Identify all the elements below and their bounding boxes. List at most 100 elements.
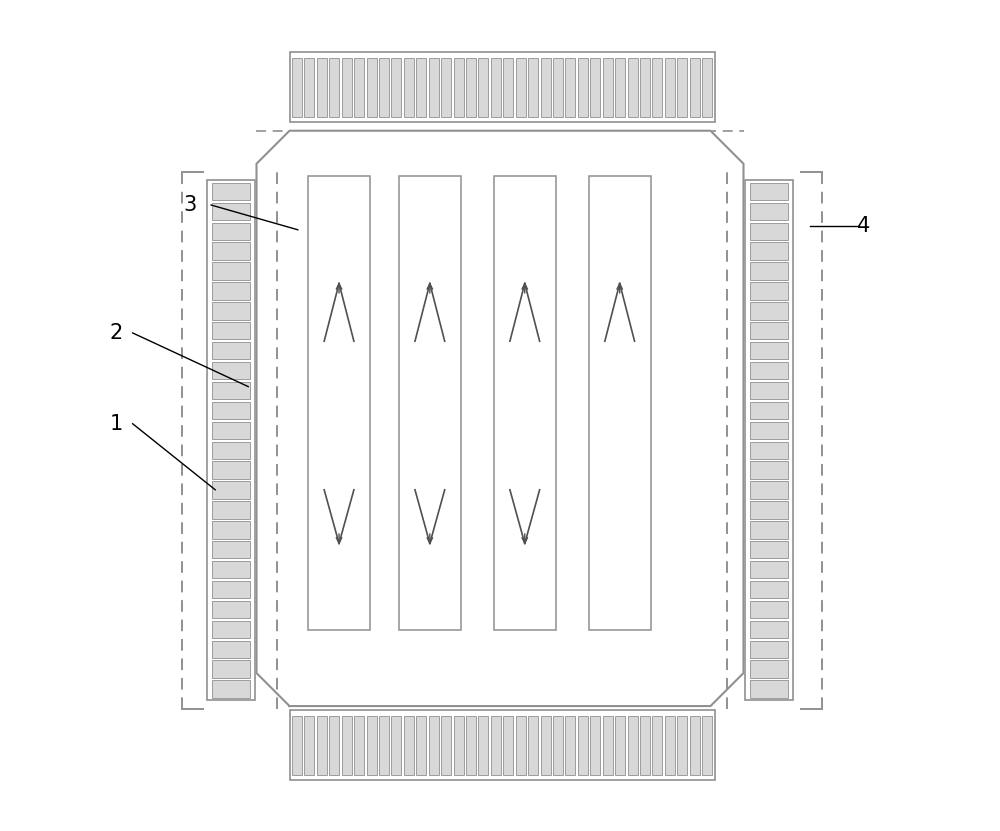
Bar <box>553 716 563 774</box>
Bar <box>391 716 401 774</box>
Bar <box>212 601 250 618</box>
Text: 3: 3 <box>184 195 197 215</box>
Bar <box>516 716 526 774</box>
Bar <box>603 716 613 774</box>
Bar <box>750 561 788 578</box>
Bar <box>750 661 788 678</box>
Bar <box>690 716 700 774</box>
Bar <box>317 716 327 774</box>
Bar <box>212 521 250 538</box>
Bar <box>516 58 526 116</box>
Bar <box>212 203 250 220</box>
Bar <box>478 716 488 774</box>
Bar <box>212 461 250 479</box>
Bar <box>750 322 788 340</box>
Bar <box>212 641 250 658</box>
Bar <box>212 621 250 638</box>
Bar <box>628 58 638 116</box>
Bar <box>416 58 426 116</box>
Bar <box>466 58 476 116</box>
Bar <box>304 58 314 116</box>
Bar <box>750 361 788 379</box>
Bar <box>677 58 687 116</box>
Bar <box>494 176 556 630</box>
Bar <box>702 58 712 116</box>
Bar <box>590 58 600 116</box>
Bar <box>750 302 788 320</box>
Bar <box>317 58 327 116</box>
Bar <box>399 176 461 630</box>
Bar <box>212 441 250 459</box>
Bar <box>750 183 788 200</box>
Bar <box>342 716 352 774</box>
Bar <box>750 203 788 220</box>
Bar <box>750 641 788 658</box>
Bar <box>212 302 250 320</box>
Text: 1: 1 <box>110 414 123 434</box>
Bar <box>404 58 414 116</box>
Bar <box>429 58 439 116</box>
Bar <box>466 716 476 774</box>
Bar <box>640 716 650 774</box>
Bar <box>750 621 788 638</box>
Bar <box>578 58 588 116</box>
Bar <box>491 58 501 116</box>
Bar <box>750 342 788 359</box>
Bar <box>750 461 788 479</box>
Bar <box>212 263 250 280</box>
Bar <box>212 581 250 598</box>
Polygon shape <box>256 130 744 706</box>
Bar <box>454 716 464 774</box>
Bar <box>652 58 662 116</box>
Bar <box>615 716 625 774</box>
Bar <box>441 58 451 116</box>
Bar <box>750 263 788 280</box>
Bar <box>354 58 364 116</box>
Bar <box>745 180 793 701</box>
Bar <box>615 58 625 116</box>
Bar <box>665 58 675 116</box>
Bar <box>212 541 250 558</box>
Bar <box>750 283 788 300</box>
Bar <box>441 716 451 774</box>
Bar <box>212 381 250 399</box>
Bar <box>528 58 538 116</box>
Bar <box>308 176 370 630</box>
Bar <box>212 223 250 240</box>
Bar <box>292 716 302 774</box>
Bar <box>416 716 426 774</box>
Bar <box>541 58 551 116</box>
Bar <box>565 716 575 774</box>
Bar <box>750 481 788 499</box>
Bar <box>578 716 588 774</box>
Bar <box>379 716 389 774</box>
Bar <box>565 58 575 116</box>
Bar <box>750 581 788 598</box>
Bar <box>503 716 513 774</box>
Bar <box>750 541 788 558</box>
Bar <box>589 176 651 630</box>
Bar <box>603 58 613 116</box>
Bar <box>590 716 600 774</box>
Bar <box>212 421 250 439</box>
Bar <box>342 58 352 116</box>
Bar <box>212 401 250 419</box>
Bar <box>212 361 250 379</box>
Bar <box>354 716 364 774</box>
Bar <box>404 716 414 774</box>
Bar <box>212 342 250 359</box>
Bar <box>329 58 339 116</box>
Bar <box>750 501 788 519</box>
Bar <box>652 716 662 774</box>
Bar <box>491 716 501 774</box>
Bar <box>391 58 401 116</box>
Bar <box>640 58 650 116</box>
Bar <box>750 601 788 618</box>
Text: 2: 2 <box>110 323 123 343</box>
Bar <box>702 716 712 774</box>
Bar <box>292 58 302 116</box>
Bar <box>207 180 255 701</box>
Bar <box>212 481 250 499</box>
Bar <box>367 58 377 116</box>
Bar <box>541 716 551 774</box>
